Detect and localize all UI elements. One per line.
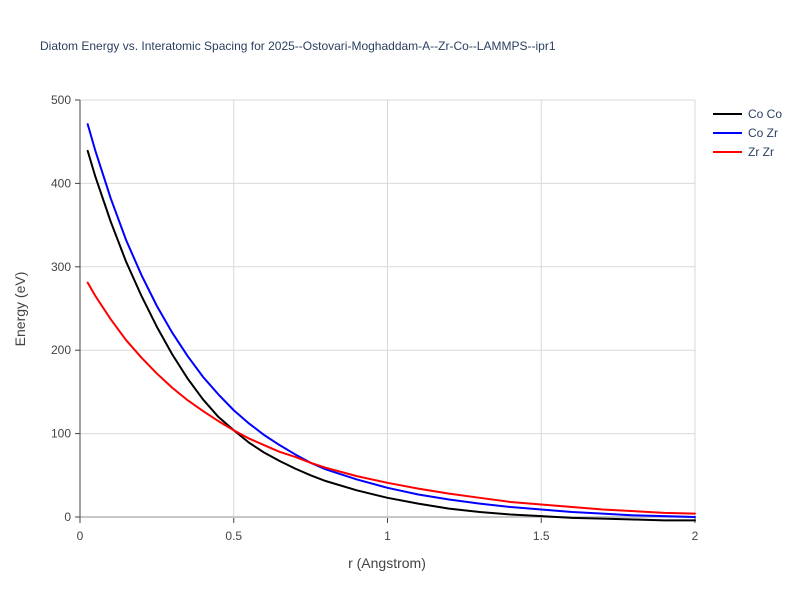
y-tick-label: 0 <box>64 510 71 524</box>
legend-label: Co Zr <box>748 126 778 140</box>
series-line-co-co <box>86 149 696 522</box>
x-axis-title: r (Angstrom) <box>348 555 426 571</box>
y-axis-title: Energy (eV) <box>12 272 28 347</box>
series-line-co-zr <box>86 123 696 518</box>
y-tick-label: 500 <box>51 93 71 107</box>
y-tick-label: 300 <box>51 260 71 274</box>
legend-label: Co Co <box>748 107 782 121</box>
x-tick-label: 0.5 <box>225 529 242 543</box>
legend-item-co-zr[interactable]: Co Zr <box>713 126 778 140</box>
y-tick-label: 200 <box>51 343 71 357</box>
axes-layer <box>75 99 696 523</box>
y-tick-label: 400 <box>51 176 71 190</box>
series-line-zr-zr <box>86 281 696 515</box>
x-tick-label: 2 <box>692 529 699 543</box>
x-tick-label: 0 <box>77 529 84 543</box>
chart-title: Diatom Energy vs. Interatomic Spacing fo… <box>40 39 556 53</box>
x-tick-label: 1.5 <box>533 529 550 543</box>
series-layer <box>86 123 696 522</box>
x-tick-label: 1 <box>384 529 391 543</box>
legend: Co Co Co Zr Zr Zr <box>713 107 782 159</box>
tick-labels-layer: 0 0.5 1 1.5 2 0 100 200 300 400 500 <box>51 93 699 543</box>
legend-item-co-co[interactable]: Co Co <box>713 107 782 121</box>
legend-item-zr-zr[interactable]: Zr Zr <box>713 145 774 159</box>
grid-layer <box>79 99 696 517</box>
y-tick-label: 100 <box>51 427 71 441</box>
legend-label: Zr Zr <box>748 145 774 159</box>
